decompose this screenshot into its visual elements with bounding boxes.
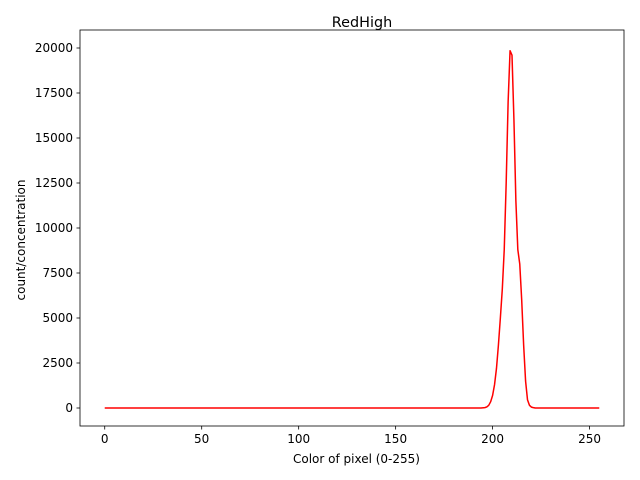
plot-area [79,29,625,427]
y-axis: 0 2500 5000 7500 10000 12500 15000 17500 20000 [35,41,80,415]
x-tick-label: 50 [194,432,209,446]
x-tick-label: 250 [578,432,601,446]
x-tick-label: 200 [481,432,504,446]
x-axis: 0 50 100 150 200 250 [101,426,601,446]
y-tick-label: 15000 [35,131,73,145]
plot-frame [79,29,625,427]
y-tick-label: 17500 [35,86,73,100]
y-tick-label: 0 [65,401,73,415]
y-tick-label: 20000 [35,41,73,55]
series-line-0 [104,49,600,409]
x-tick-label: 0 [101,432,109,446]
chart-title: RedHigh [332,15,392,31]
y-axis-label: count/concentration [14,179,28,300]
y-tick-label: 5000 [42,311,73,325]
x-tick-label: 150 [384,432,407,446]
y-tick-label: 7500 [42,266,73,280]
y-tick-label: 12500 [35,176,73,190]
y-tick-label: 10000 [35,221,73,235]
y-tick-label: 2500 [42,356,73,370]
x-tick-label: 100 [287,432,310,446]
x-axis-label: Color of pixel (0-255) [293,452,420,466]
